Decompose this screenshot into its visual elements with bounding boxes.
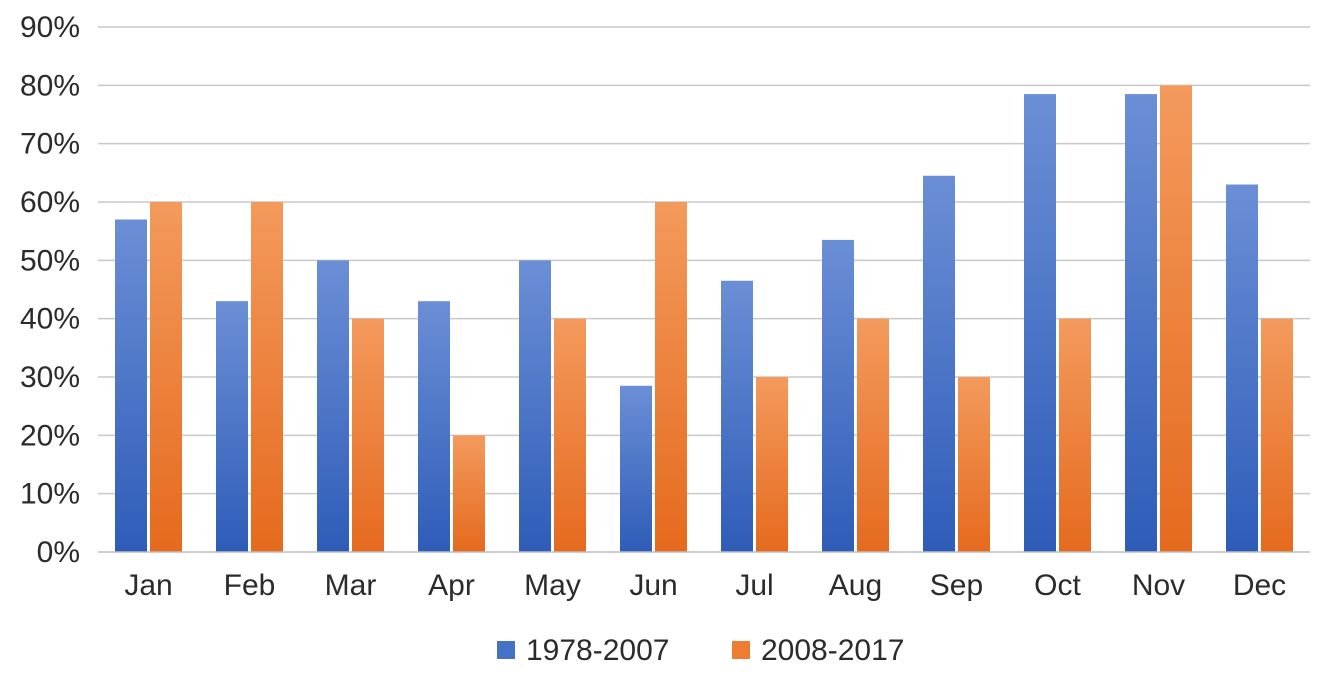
x-tick-label: Mar: [325, 569, 377, 602]
x-tick-label: Feb: [224, 569, 276, 602]
x-tick-label: Oct: [1034, 569, 1081, 602]
x-tick-label: Dec: [1233, 569, 1286, 602]
legend-swatch-series-1: [497, 641, 515, 659]
x-tick-label: Apr: [428, 569, 475, 602]
y-tick-label: 30%: [20, 361, 80, 394]
bar-may-series-2: [554, 318, 586, 552]
x-tick-label: Jun: [629, 569, 677, 602]
x-tick-label: Aug: [829, 569, 882, 602]
bar-sep-series-1: [923, 175, 955, 552]
y-tick-label: 20%: [20, 419, 80, 452]
bar-mar-series-2: [352, 318, 384, 552]
bar-aug-series-1: [822, 239, 854, 552]
bar-sep-series-2: [958, 377, 990, 552]
bar-jun-series-1: [620, 385, 652, 552]
y-tick-label: 50%: [20, 244, 80, 277]
bar-feb-series-2: [251, 202, 283, 552]
x-tick-label: Sep: [930, 569, 983, 602]
bars: [115, 85, 1293, 552]
x-tick-label: Nov: [1132, 569, 1185, 602]
legend-label-series-2: 2008-2017: [761, 634, 904, 667]
bar-may-series-1: [519, 260, 551, 552]
bar-feb-series-1: [216, 301, 248, 552]
bar-jan-series-2: [150, 202, 182, 552]
y-tick-label: 80%: [20, 69, 80, 102]
bar-jul-series-1: [721, 280, 753, 552]
y-tick-label: 60%: [20, 186, 80, 219]
x-tick-label: Jul: [735, 569, 773, 602]
bar-apr-series-2: [453, 435, 485, 552]
bar-oct-series-2: [1059, 318, 1091, 552]
x-axis-tick-labels: Jan Feb Mar Apr May Jun Jul Aug Sep Oct Nov Dec: [124, 569, 1286, 602]
legend-label-series-1: 1978-2007: [526, 634, 669, 667]
bar-dec-series-2: [1261, 318, 1293, 552]
bar-oct-series-1: [1024, 94, 1056, 552]
y-tick-label: 70%: [20, 128, 80, 161]
bar-jun-series-2: [655, 202, 687, 552]
bar-dec-series-1: [1226, 184, 1258, 552]
legend-swatch-series-2: [732, 641, 750, 659]
y-tick-label: 0%: [37, 536, 80, 569]
bar-nov-series-1: [1125, 94, 1157, 552]
y-tick-label: 40%: [20, 303, 80, 336]
gridlines: [98, 26, 1310, 495]
bar-jul-series-2: [756, 377, 788, 552]
bar-nov-series-2: [1160, 85, 1192, 552]
y-tick-label: 90%: [20, 11, 80, 44]
x-tick-label: May: [524, 569, 581, 602]
y-tick-label: 10%: [20, 478, 80, 511]
x-tick-label: Jan: [124, 569, 172, 602]
y-axis-tick-labels: 0% 10% 20% 30% 40% 50% 60% 70% 80% 90%: [20, 11, 80, 569]
bar-jan-series-1: [115, 219, 147, 552]
bar-mar-series-1: [317, 260, 349, 552]
bar-aug-series-2: [857, 318, 889, 552]
bar-apr-series-1: [418, 301, 450, 552]
legend: 1978-2007 2008-2017: [497, 634, 904, 667]
